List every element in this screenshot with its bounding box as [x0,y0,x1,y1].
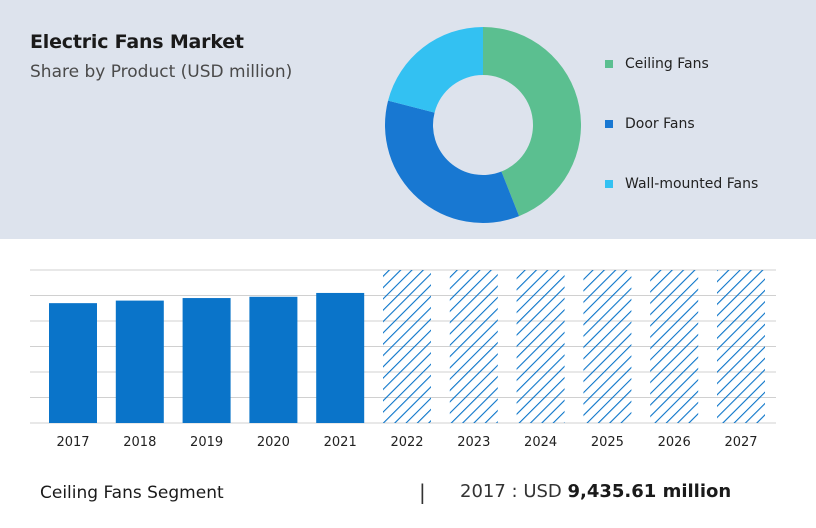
x-tick-label: 2023 [457,435,490,450]
x-tick-label: 2020 [257,435,290,450]
chart-title: Electric Fans Market [30,31,244,53]
footer-divider: | [419,480,426,504]
legend-label: Wall-mounted Fans [625,176,759,192]
legend-swatch [605,180,613,188]
segment-year: 2017 : USD [460,481,568,502]
forecast-bar [449,270,498,423]
forecast-bar [650,270,699,423]
x-tick-label: 2026 [658,435,691,450]
legend-label: Door Fans [625,116,695,132]
segment-value: 2017 : USD 9,435.61 million [460,481,731,502]
x-tick-label: 2019 [190,435,223,450]
x-tick-label: 2021 [324,435,357,450]
legend-swatch [605,120,613,128]
forecast-bar [383,270,431,423]
x-tick-label: 2022 [390,435,423,450]
segment-label: Ceiling Fans Segment [40,483,224,503]
chart-subtitle: Share by Product (USD million) [30,62,293,82]
segment-amount: 9,435.61 million [567,481,732,502]
x-tick-label: 2024 [524,435,557,450]
x-tick-label: 2027 [724,435,757,450]
bar-chart: 2017 2018 2019 2020 2021 2022 2023 2024 2025 2026… [30,269,776,450]
forecast-bar [516,270,565,423]
bar [115,300,164,423]
x-tick-label: 2025 [591,435,624,450]
bar [249,296,298,423]
bar [316,292,365,423]
legend-item: Door Fans [605,116,695,132]
forecast-bar [583,270,632,423]
forecast-bar [717,270,765,423]
donut-chart [385,27,581,224]
legend-label: Ceiling Fans [625,56,709,72]
bar [49,303,97,423]
legend-item: Ceiling Fans [605,56,709,72]
slice-wall-mounted-fans [388,27,483,113]
legend-item: Wall-mounted Fans [605,176,758,192]
x-tick-label: 2018 [123,435,156,450]
legend-swatch [605,60,613,68]
slice-ceiling-fans [483,27,581,217]
x-tick-label: 2017 [56,435,89,450]
bar [182,298,231,423]
slice-door-fans [385,100,520,224]
